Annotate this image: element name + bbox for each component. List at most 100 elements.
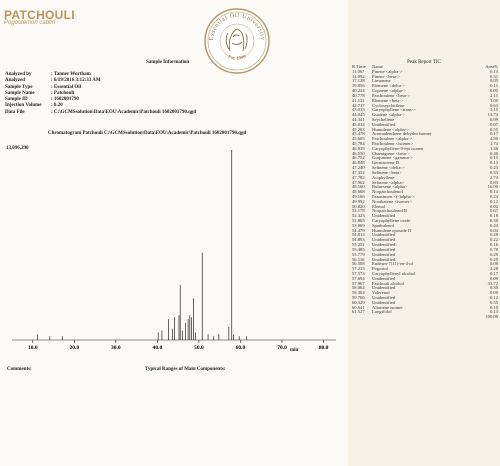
compound-name-cell: Spathulenol (372, 223, 394, 228)
chromatogram-heading: Chromatogram Patchouli C:\GCMSsolution\D… (48, 131, 247, 136)
area-percent-cell: 0.02 (489, 203, 498, 209)
x-tick-label: 70.0 (277, 345, 287, 351)
name-column-header: Name (372, 65, 383, 69)
compound-name-cell: Selinene <alpha> (372, 180, 405, 185)
compound-name-cell: Unidentified (372, 286, 396, 291)
retention-time-cell: 47.352 (352, 169, 365, 175)
peak-report-row: 57.694 Unidentified 0.09 (352, 276, 498, 282)
area-percent-cell: 0.04 (489, 227, 498, 233)
compound-name-cell: Unidentified (372, 122, 396, 127)
compound-name-cell: Selinene <beta> (372, 170, 402, 175)
info-row-sample-name: Sample Name: Patchouli (5, 90, 75, 96)
peak-report-row: 46.752 Gurjunene <gamma-> 0.15 (352, 156, 498, 161)
area-percent-cell: 0.12 (489, 295, 498, 300)
compound-name-cell: Humulene epoxide II (372, 228, 412, 233)
area-percent-cell: 0.17 (489, 131, 498, 137)
peak-report-row: 14.092 Pinene <beta-> 0.31 (352, 74, 498, 80)
product-title: PATCHOULI (4, 8, 75, 22)
retention-time-cell: 41.131 (352, 97, 365, 103)
area-percent-cell: 4.80 (489, 136, 498, 142)
retention-time-cell: 54.813 (352, 232, 365, 238)
retention-time-cell: 50.820 (352, 203, 365, 209)
peak-report-row: 42.717 Cycloseychellene 0.63 (352, 102, 498, 109)
peak-report-row: 52.178 Norpatchoulenol D 0.67 (352, 209, 498, 214)
compound-name-cell: Caryophyllene <trans-> (372, 108, 416, 113)
area-percent-cell: 0.29 (489, 256, 498, 262)
retention-time-cell: 54.893 (352, 237, 365, 243)
retention-time-cell: 17.128 (352, 78, 365, 84)
x-tick-label: 80.0 (319, 345, 329, 351)
area-percent-cell: 13.74 (487, 112, 498, 118)
peak-report-header-row: R.Time Name Area% (352, 64, 498, 70)
area-percent-cell: 0.67 (489, 208, 498, 214)
retention-time-cell: 47.240 (352, 165, 365, 171)
area-percent-cell: 0.30 (489, 218, 498, 223)
area-percent-cell: 6.99 (489, 116, 498, 122)
compound-name-cell: Elemene <delta-> (372, 84, 405, 89)
retention-time-cell: 52.178 (352, 208, 365, 214)
retention-time-cell: 11.067 (352, 68, 365, 74)
area-percent-cell: 0.83 (489, 179, 498, 185)
retention-time-cell: 58.064 (352, 285, 365, 291)
retention-time-cell: 45.263 (352, 126, 365, 132)
x-tick-label: 20.0 (69, 345, 79, 351)
retention-time-cell: 46.019 (352, 145, 365, 151)
retention-time-cell: 45.784 (352, 141, 365, 146)
x-tick-label: 30.0 (111, 345, 121, 351)
compound-name-cell: Pinene <alpha-> (372, 69, 403, 74)
compound-name-cell: Aromadendrene dehydro isomer (372, 132, 432, 137)
retention-time-cell: 52.865 (352, 218, 365, 223)
x-axis-ticks: 10.0 20.0 30.0 40.0 50.0 60.0 70.0 80.0 (28, 340, 329, 351)
retention-time-cell: 48.160 (352, 184, 365, 190)
compound-name-cell: Humulene <alpha-> (372, 127, 409, 132)
x-tick-label: 50.0 (194, 345, 204, 351)
retention-time-cell: 55.779 (352, 251, 365, 257)
retention-time-cell: 40.778 (352, 92, 365, 98)
compound-name-cell: Cycloseychellene (372, 103, 405, 108)
peak-report-row: 46.848 Germacrene D 0.13 (352, 160, 498, 166)
retention-time-cell: 60.641 (352, 304, 365, 310)
area-percent-cell: 33.72 (487, 280, 498, 286)
compound-name-cell: Copaene <alpha-> (372, 89, 406, 94)
info-row-analyzed-by: Analyzed by: Tanner Wortham (5, 72, 91, 77)
peak-report-row: 55.485 Unidentified 0.70 (352, 246, 498, 253)
compound-name-cell: Guaiene <alpha-> (372, 113, 406, 118)
peak-report-row: 40.778 Patchoulene <beta-> 2.11 (352, 92, 498, 99)
area-percent-cell: 0.15 (489, 155, 498, 161)
peak-report-row: 61.527 Longifolol 0.13 (352, 310, 498, 315)
area-percent-cell: 0.11 (490, 83, 498, 89)
area-percent-cell: 3.15 (489, 107, 498, 113)
sample-information-heading: Sample Information (146, 60, 190, 65)
info-row-sample-type: Sample Type: Essential Oil (5, 84, 82, 90)
area-percent-cell: 0.09 (489, 290, 498, 296)
typical-ranges-label: Typical Ranges of Main Components: (145, 367, 226, 372)
retention-time-cell: 42.717 (352, 102, 365, 108)
peak-report-row: 56.116 Unidentified 0.29 (352, 256, 498, 263)
area-percent-cell: 16.90 (487, 184, 498, 190)
retention-time-cell: 56.116 (352, 256, 365, 262)
peak-report-row: 39.856 Elemene <delta-> 0.11 (352, 83, 498, 89)
peak-report-row: 54.479 Humulene epoxide II 0.04 (352, 227, 498, 234)
peak-report-row: 46.019 Caryophyllene-9-epi isomer 1.46 (352, 145, 498, 152)
retention-time-cell: 61.527 (352, 309, 365, 315)
retention-time-cell: 47.962 (352, 179, 365, 185)
area-percent-cell: 0.70 (489, 246, 498, 252)
retention-time-cell: 45.478 (352, 131, 365, 137)
svg-text:Est. 1999: Est. 1999 (227, 55, 247, 62)
compound-name-cell: Chamigrene <beta-> (372, 151, 410, 156)
compound-name-cell: Norpatchoulenol (372, 190, 403, 195)
area-percent-cell: 0.16 (489, 242, 498, 248)
area-percent-cell: 0.12 (489, 198, 498, 204)
retention-time-cell: 58.304 (352, 290, 365, 296)
area-percent-cell: 0.13 (489, 309, 498, 315)
area-percent-cell: 0.07 (489, 121, 498, 127)
compound-name-cell: Valerenol (372, 291, 390, 296)
peak-report-row: 44.045 Guaiene <alpha-> 13.74 (352, 112, 498, 118)
retention-time-cell: 57.967 (352, 280, 365, 286)
peak-report-row: 45.263 Humulene <alpha-> 0.55 (352, 126, 498, 133)
peak-report-row: 50.820 Elemol 0.02 (352, 203, 498, 210)
retention-time-cell: 43.013 (352, 107, 365, 113)
peak-report-row: 43.013 Caryophyllene <trans-> 3.15 (352, 107, 498, 113)
area-percent-cell: 0.43 (489, 222, 498, 228)
area-percent-cell: 0.13 (489, 68, 498, 74)
